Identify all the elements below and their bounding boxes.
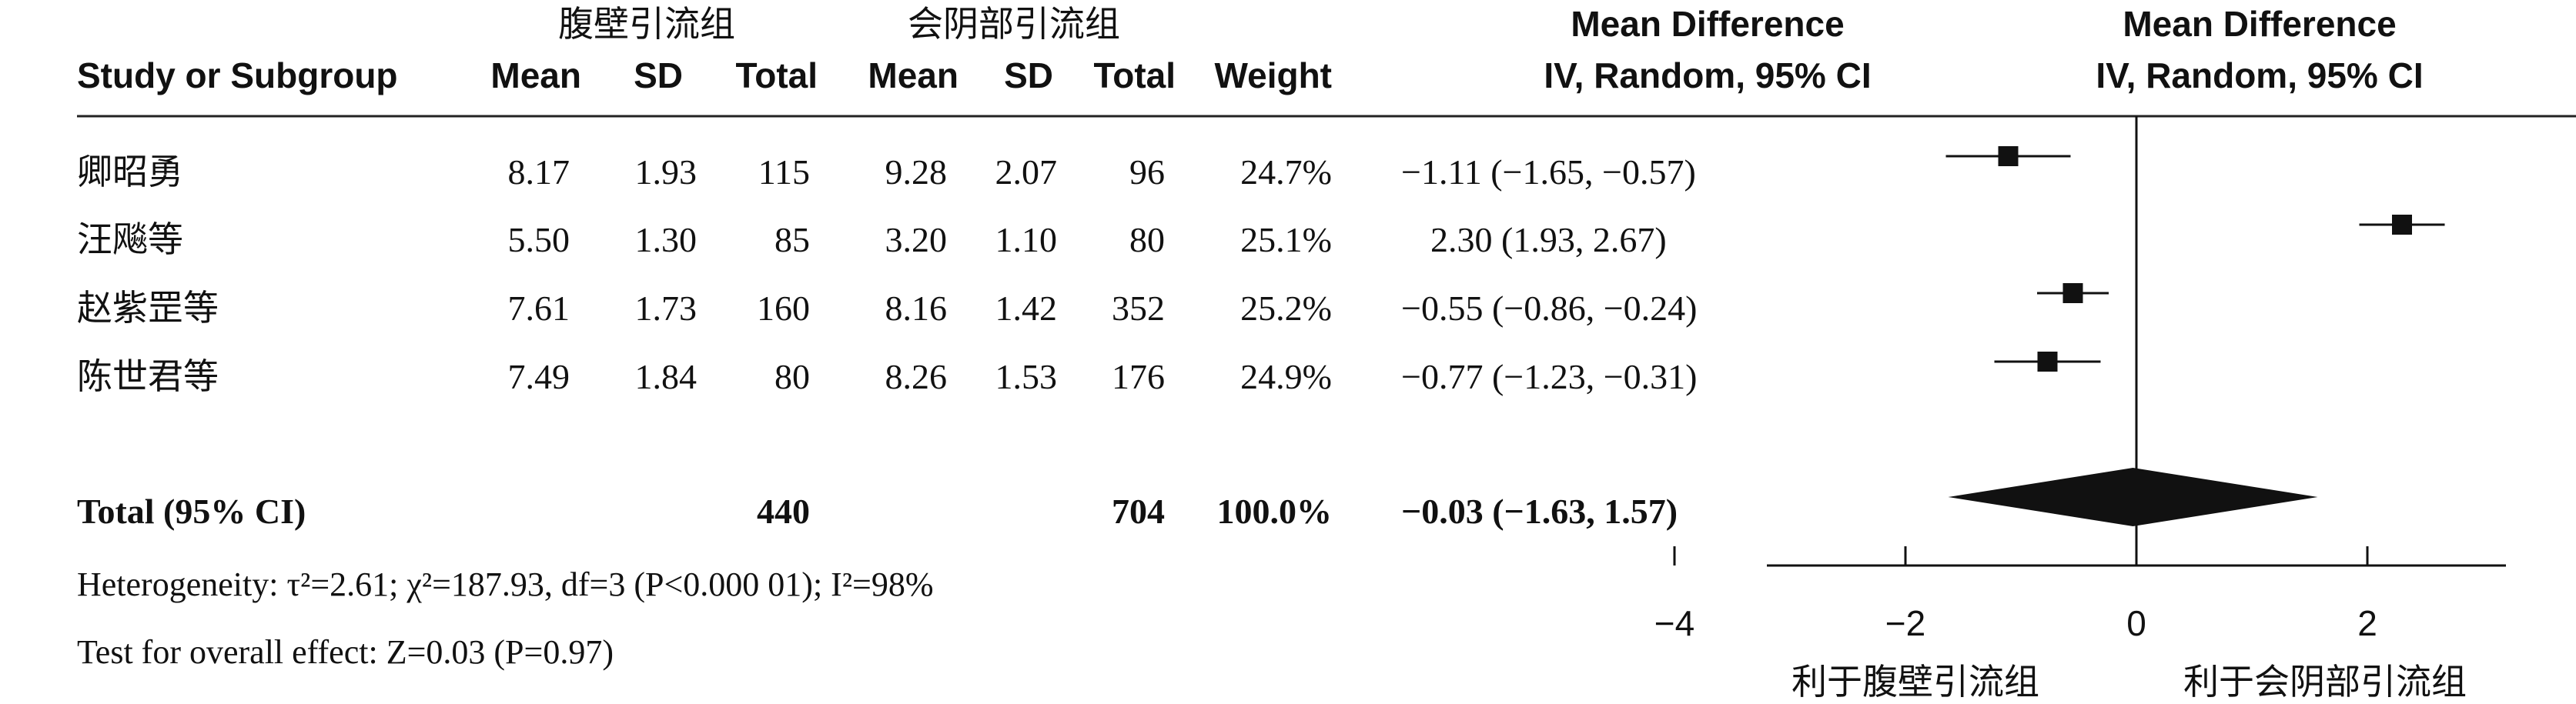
cell-m1: 7.61 xyxy=(508,289,570,328)
total1-header: Total xyxy=(736,55,818,95)
cell-weight: 24.9% xyxy=(1240,357,1332,396)
cell-weight: 25.2% xyxy=(1240,289,1332,328)
cell-n1: 85 xyxy=(774,220,810,259)
favors-left-label: 利于腹壁引流组 xyxy=(1791,661,2039,702)
weight-header: Weight xyxy=(1215,55,1332,95)
cell-n2: 176 xyxy=(1112,357,1165,396)
study-rows: 卿昭勇 8.17 1.93 115 9.28 2.07 96 24.7% −1.11 (−1.6… xyxy=(77,151,1697,397)
cell-ci-text: −1.11 (−1.65, −0.57) xyxy=(1401,152,1696,192)
study-point-estimate xyxy=(1998,146,2019,166)
total-label: Total (95% CI) xyxy=(77,492,306,531)
cell-sd1: 1.93 xyxy=(635,152,698,192)
cell-n2: 96 xyxy=(1129,152,1165,192)
total-weight: 100.0% xyxy=(1217,492,1333,531)
x-tick-label: 0 xyxy=(2126,603,2146,643)
cell-n2: 80 xyxy=(1129,220,1165,259)
cell-ci-text: 2.30 (1.93, 2.67) xyxy=(1430,220,1667,259)
cell-sd1: 1.30 xyxy=(635,220,698,259)
cell-weight: 24.7% xyxy=(1240,152,1332,192)
cell-m2: 8.26 xyxy=(885,357,948,396)
study-name: 陈世君等 xyxy=(77,355,219,397)
group2-header: 会阴部引流组 xyxy=(908,3,1120,45)
sd1-header: SD xyxy=(634,55,683,95)
cell-n1: 160 xyxy=(757,289,810,328)
mean1-header: Mean xyxy=(490,55,581,95)
mean2-header: Mean xyxy=(868,55,958,95)
forest-plot-area: −4−2024 xyxy=(1654,116,2506,643)
md-method-header: IV, Random, 95% CI xyxy=(1544,55,1871,95)
cell-sd2: 1.42 xyxy=(995,289,1058,328)
cell-ci-text: −0.77 (−1.23, −0.31) xyxy=(1401,357,1697,396)
cell-m2: 8.16 xyxy=(885,289,948,328)
total2-header: Total xyxy=(1094,55,1176,95)
cell-n1: 115 xyxy=(758,152,810,192)
cell-sd1: 1.84 xyxy=(635,357,698,396)
x-tick-label: 2 xyxy=(2357,603,2377,643)
group1-header: 腹壁引流组 xyxy=(558,3,735,45)
total-ci-text: −0.03 (−1.63, 1.57) xyxy=(1401,492,1678,531)
cell-m2: 9.28 xyxy=(885,152,948,192)
cell-m1: 8.17 xyxy=(508,152,570,192)
md-title-header: Mean Difference xyxy=(1571,4,1844,44)
favors-right-label: 利于会阴部引流组 xyxy=(2183,661,2467,702)
cell-n1: 80 xyxy=(774,357,810,396)
total-n1: 440 xyxy=(757,492,810,531)
x-tick-label: −4 xyxy=(1654,603,1694,643)
cell-sd1: 1.73 xyxy=(635,289,698,328)
study-point-estimate xyxy=(2037,352,2058,372)
plot-title-header: Mean Difference xyxy=(2123,4,2396,44)
total-n2: 704 xyxy=(1112,492,1165,531)
x-axis-ticks: −4−2024 xyxy=(1654,546,2377,643)
study-point-estimate xyxy=(2062,283,2083,303)
cell-sd2: 1.10 xyxy=(995,220,1058,259)
study-name: 卿昭勇 xyxy=(77,151,183,192)
study-point-estimate xyxy=(2392,215,2412,235)
cell-sd2: 2.07 xyxy=(995,152,1058,192)
study-name: 汪飚等 xyxy=(77,219,183,260)
study-header: Study or Subgroup xyxy=(77,55,398,95)
forest-marks xyxy=(1945,146,2445,526)
cell-ci-text: −0.55 (−0.86, −0.24) xyxy=(1401,289,1697,328)
cell-n2: 352 xyxy=(1112,289,1165,328)
overall-effect-note: Test for overall effect: Z=0.03 (P=0.97) xyxy=(77,633,614,671)
heterogeneity-note: Heterogeneity: τ²=2.61; χ²=187.93, df=3 … xyxy=(77,566,933,603)
cell-sd2: 1.53 xyxy=(995,357,1058,396)
x-tick-label: −2 xyxy=(1885,603,1925,643)
cell-weight: 25.1% xyxy=(1240,220,1332,259)
pooled-diamond xyxy=(1948,468,2318,526)
study-name: 赵紫罡等 xyxy=(77,287,219,329)
cell-m1: 5.50 xyxy=(508,220,570,259)
plot-method-header: IV, Random, 95% CI xyxy=(2096,55,2423,95)
cell-m1: 7.49 xyxy=(508,357,570,396)
cell-m2: 3.20 xyxy=(885,220,948,259)
sd2-header: SD xyxy=(1004,55,1053,95)
